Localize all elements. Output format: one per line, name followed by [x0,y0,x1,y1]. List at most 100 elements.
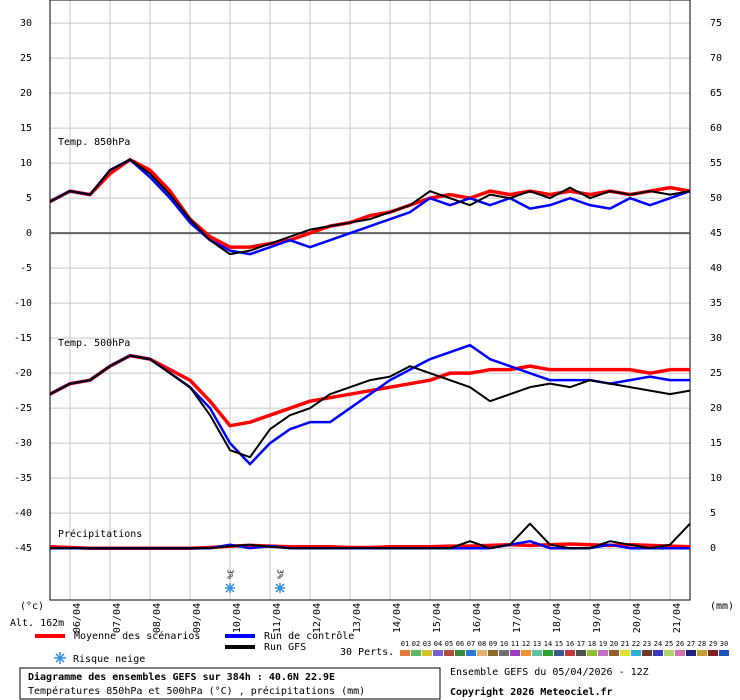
y2-tick-label: 40 [710,263,722,274]
perturbation-swatch [411,650,421,656]
perturbation-number: 11 [511,640,519,648]
snow-legend-icon [54,652,66,664]
snow-marker [225,583,235,593]
run-label: Ensemble GEFS du 05/04/2026 - 12Z [450,667,649,678]
series-line [50,522,691,550]
perturbation-number: 25 [665,640,673,648]
series-line [49,354,691,459]
copyright: Copyright 2026 Meteociel.fr [450,686,613,698]
x-tick-label: 19/04 [592,603,603,633]
legend-label: Moyenne des scénarios [74,630,200,642]
perturbation-number: 29 [709,640,717,648]
y-tick-label: -5 [20,263,32,274]
chart-title: Diagramme des ensembles GEFS sur 384h : … [28,671,335,683]
y-tick-label: 0 [26,228,32,239]
y-tick-label: -40 [14,508,32,519]
x-tick-label: 09/04 [192,603,203,633]
perturbation-swatch [521,650,531,656]
perturbation-number: 08 [478,640,486,648]
y2-tick-label: 70 [710,53,722,64]
perturbation-number: 03 [423,640,431,648]
y2-tick-label: 0 [710,543,716,554]
y2-tick-label: 35 [710,298,722,309]
x-tick-label: 10/04 [232,603,243,633]
y-tick-label: 25 [20,53,32,64]
perturbation-swatch [433,650,443,656]
perturbation-swatch [653,650,663,656]
y-tick-label: -20 [14,368,32,379]
x-tick-label: 08/04 [152,603,163,633]
x-tick-label: 07/04 [112,603,123,633]
y2-tick-label: 30 [710,333,722,344]
y2-tick-label: 50 [710,193,722,204]
perturbation-number: 16 [566,640,574,648]
perturbation-number: 09 [489,640,497,648]
perturbation-swatch [631,650,641,656]
perturbation-swatch [609,650,619,656]
perturbation-swatch [686,650,696,656]
x-tick-label: 21/04 [672,603,683,633]
perturbation-swatch [532,650,542,656]
perturbation-swatch [400,650,410,656]
perturbation-swatch [422,650,432,656]
perturbation-swatch [455,650,465,656]
perturbation-number: 12 [522,640,530,648]
plot-frame [49,0,691,601]
perturbation-number: 04 [434,640,442,648]
perturbation-swatch [510,650,520,656]
altitude: Alt. 162m [10,618,64,629]
perturbation-number: 14 [544,640,552,648]
perturbation-swatch [587,650,597,656]
panel-label: Temp. 500hPa [58,338,130,349]
x-tick-label: 18/04 [552,603,563,633]
perturbation-number: 19 [599,640,607,648]
y2-tick-label: 45 [710,228,722,239]
perturbation-number: 18 [588,640,596,648]
x-tick-label: 15/04 [432,603,443,633]
y-unit: (°c) [20,601,44,612]
perturbation-number: 26 [676,640,684,648]
y-tick-label: 30 [20,18,32,29]
y-tick-label: 10 [20,158,32,169]
perturbation-swatch [554,650,564,656]
y2-tick-label: 15 [710,438,722,449]
title-box [19,667,441,700]
y-tick-label: 20 [20,88,32,99]
perturbation-number: 05 [445,640,453,648]
perturbation-swatch [664,650,674,656]
x-tick-label: 11/04 [272,603,283,633]
y-tick-label: -35 [14,473,32,484]
perturbation-swatch [488,650,498,656]
x-tick-label: 14/04 [392,603,403,633]
perturbation-swatch [719,650,729,656]
perturbation-swatch [697,650,707,656]
chart-subtitle: Températures 850hPa et 500hPa (°C) , pré… [28,685,365,697]
perturbation-swatch [708,650,718,656]
perturbation-swatch [444,650,454,656]
perturbation-number: 27 [687,640,695,648]
perturbation-swatch [642,650,652,656]
y-tick-label: 5 [26,193,32,204]
perturbation-number: 01 [401,640,409,648]
y-tick-label: -25 [14,403,32,414]
y-tick-label: 15 [20,123,32,134]
x-tick-label: 13/04 [352,603,363,633]
y2-tick-label: 55 [710,158,722,169]
perturbation-number: 02 [412,640,420,648]
perturbation-swatch [477,650,487,656]
y2-tick-label: 65 [710,88,722,99]
perturbation-number: 30 [720,640,728,648]
x-tick-label: 16/04 [472,603,483,633]
x-tick-label: 17/04 [512,603,523,633]
legend-label: Run de contrôle [264,630,354,642]
perturbation-number: 15 [555,640,563,648]
perturbation-swatch [466,650,476,656]
snow-icon [225,583,235,593]
perturbation-number: 10 [500,640,508,648]
perturbation-swatch [499,650,509,656]
y2-tick-label: 60 [710,123,722,134]
perturbation-number: 24 [654,640,662,648]
perturbation-swatch [675,650,685,656]
